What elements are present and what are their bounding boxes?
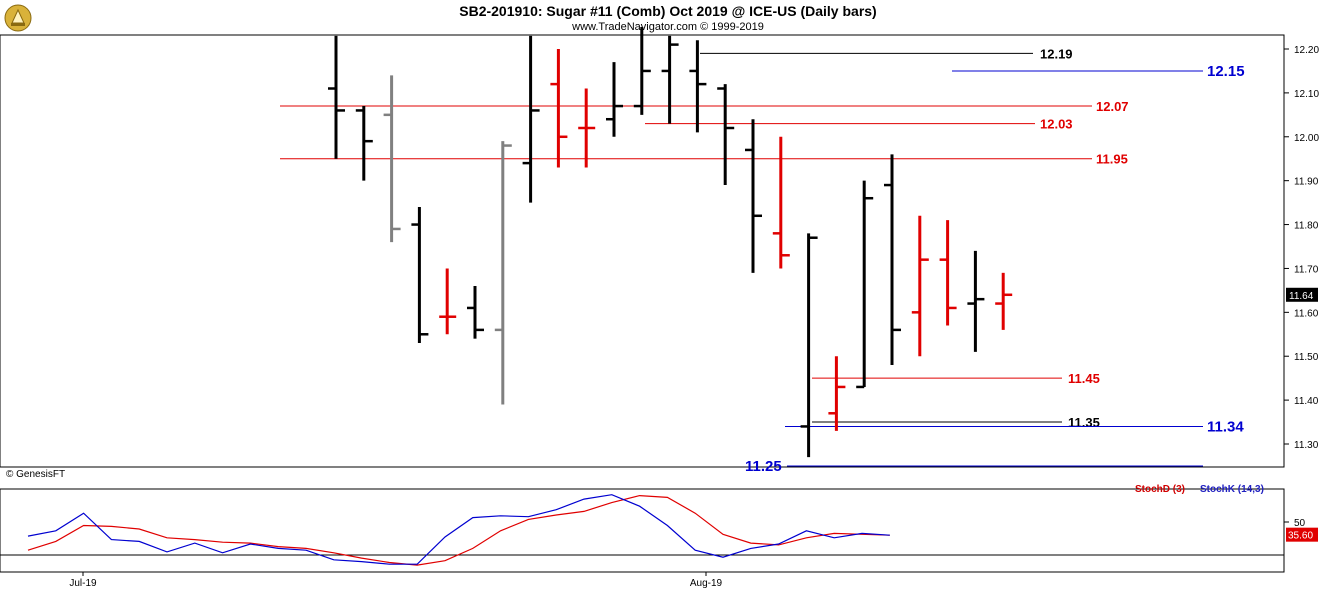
level-label-12.15: 12.15 — [1207, 63, 1245, 80]
level-label-12.03: 12.03 — [1040, 117, 1073, 132]
price-axis-label: 12.00 — [1294, 133, 1319, 144]
ohlc-bar — [745, 119, 762, 273]
level-label-11.34: 11.34 — [1207, 418, 1244, 435]
last-price-label: 11.64 — [1289, 291, 1314, 302]
chart-title: SB2-201910: Sugar #11 (Comb) Oct 2019 @ … — [459, 3, 877, 19]
ohlc-bar — [800, 233, 818, 458]
stoch-k-line — [27, 494, 890, 565]
ohlc-bar — [633, 27, 651, 115]
stoch-last-value-label: 35.60 — [1288, 531, 1313, 542]
stoch-last-value-box — [1286, 527, 1318, 542]
ohlc-bar — [522, 35, 540, 203]
copyright-label: © GenesisFT — [6, 469, 66, 480]
price-axis-label: 11.80 — [1294, 221, 1319, 232]
ohlc-bar — [772, 136, 790, 269]
ohlc-bar — [967, 250, 985, 352]
level-label-12.07: 12.07 — [1096, 99, 1129, 114]
ohlc-bar — [383, 75, 401, 243]
stoch-axis-label: 50 — [1294, 518, 1306, 529]
ohlc-bar — [661, 35, 679, 124]
ohlc-bar — [995, 272, 1013, 330]
stoch-k-legend: StochK (14,3) — [1200, 484, 1264, 495]
chart-subtitle: www.TradeNavigator.com © 1999-2019 — [572, 21, 764, 33]
ohlc-bar — [411, 207, 429, 344]
level-label-11.45: 11.45 — [1068, 371, 1100, 386]
level-label-11.35: 11.35 — [1068, 415, 1100, 430]
price-axis-label: 11.60 — [1294, 308, 1319, 319]
stoch-panel-frame — [0, 488, 1285, 573]
ohlc-bar — [911, 215, 929, 357]
x-axis-label: Jul-19 — [69, 578, 97, 589]
price-axis-label: 12.20 — [1294, 45, 1319, 56]
ohlc-bar — [467, 286, 484, 339]
ohlc-bar — [717, 84, 735, 186]
price-axis-label: 11.90 — [1294, 177, 1319, 188]
ohlc-bar — [856, 180, 874, 389]
price-axis-label: 11.40 — [1294, 396, 1319, 407]
level-label-12.19: 12.19 — [1040, 46, 1073, 61]
price-axis-label: 11.50 — [1294, 352, 1319, 363]
ohlc-bar — [578, 88, 596, 168]
ohlc-bar — [355, 106, 373, 181]
ohlc-bar — [439, 268, 457, 335]
level-label-11.95: 11.95 — [1096, 152, 1128, 167]
stoch-d-legend: StochD (3) — [1135, 484, 1185, 495]
ohlc-bar — [939, 220, 957, 326]
ohlc-bar — [494, 141, 512, 405]
stoch-d-line — [27, 494, 890, 566]
x-axis-label: Aug-19 — [690, 578, 723, 589]
ohlc-bar — [606, 62, 623, 137]
last-price-box — [1286, 287, 1318, 302]
ohlc-bar — [550, 49, 568, 168]
ohlc-bar — [689, 40, 707, 133]
ohlc-bar — [328, 35, 345, 159]
ohlc-bar — [828, 356, 846, 431]
price-axis-label: 11.30 — [1294, 440, 1319, 451]
price-axis-label: 11.70 — [1294, 264, 1319, 275]
price-axis-label: 12.10 — [1294, 89, 1319, 100]
trade-navigator-logo[interactable] — [3, 3, 33, 33]
ohlc-bar — [884, 154, 901, 365]
level-label-11.25: 11.25 — [745, 458, 782, 475]
